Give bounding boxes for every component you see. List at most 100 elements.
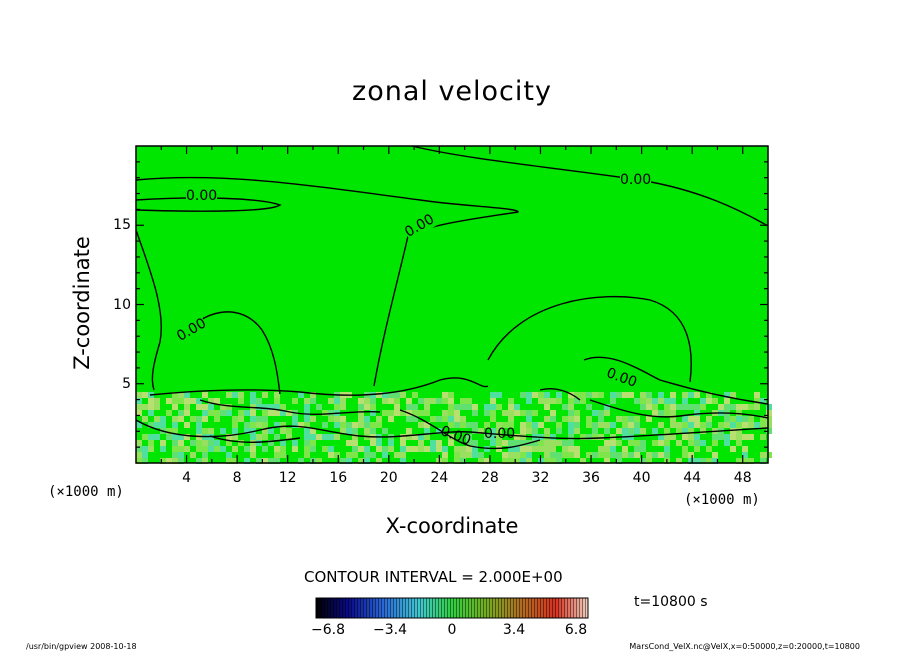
contour-lower-5 xyxy=(589,399,769,419)
field-cell xyxy=(148,404,154,410)
field-cell xyxy=(556,398,562,404)
field-cell xyxy=(526,416,532,422)
field-cell xyxy=(652,428,658,434)
field-cell xyxy=(370,404,376,410)
contour-lower-7 xyxy=(539,388,581,401)
field-cell xyxy=(256,434,262,440)
field-cell xyxy=(724,434,730,440)
field-cell xyxy=(598,392,604,398)
field-cell xyxy=(238,410,244,416)
field-cell xyxy=(142,458,148,464)
field-cell xyxy=(262,434,268,440)
field-cell xyxy=(172,392,178,398)
field-cell xyxy=(460,404,466,410)
field-cell xyxy=(268,440,274,446)
field-cell xyxy=(142,446,148,452)
field-cell xyxy=(304,428,310,434)
field-cell xyxy=(460,416,466,422)
field-cell xyxy=(442,458,448,464)
field-cell xyxy=(574,398,580,404)
field-cell xyxy=(346,452,352,458)
field-cell xyxy=(448,392,454,398)
x-unit-label: (×1000 m) xyxy=(684,492,760,508)
field-cell xyxy=(322,434,328,440)
field-cell xyxy=(352,422,358,428)
x-tick-label: 32 xyxy=(531,470,550,486)
field-cell xyxy=(760,422,766,428)
field-cell xyxy=(688,392,694,398)
field-cell xyxy=(598,422,604,428)
field-cell xyxy=(490,440,496,446)
field-cell xyxy=(754,422,760,428)
field-cell xyxy=(202,392,208,398)
field-cell xyxy=(484,410,490,416)
field-cell xyxy=(340,458,346,464)
field-cell xyxy=(418,446,424,452)
field-cell xyxy=(358,398,364,404)
field-cell xyxy=(466,440,472,446)
field-cell xyxy=(544,428,550,434)
field-cell xyxy=(472,452,478,458)
field-cell xyxy=(382,428,388,434)
field-cell xyxy=(622,446,628,452)
field-cell xyxy=(484,458,490,464)
field-cell xyxy=(562,440,568,446)
field-cell xyxy=(502,410,508,416)
field-cell xyxy=(388,440,394,446)
field-cell xyxy=(274,422,280,428)
contour-lower-4 xyxy=(399,409,541,450)
field-cell xyxy=(658,440,664,446)
field-cell xyxy=(190,416,196,422)
field-cell xyxy=(568,422,574,428)
field-cell xyxy=(592,434,598,440)
field-cell xyxy=(754,398,760,404)
field-cell xyxy=(208,398,214,404)
field-cell xyxy=(280,404,286,410)
field-cell xyxy=(520,410,526,416)
field-cell xyxy=(292,398,298,404)
field-cell xyxy=(766,428,772,434)
field-cell xyxy=(748,458,754,464)
field-cell xyxy=(472,410,478,416)
field-cell xyxy=(436,440,442,446)
field-cell xyxy=(472,446,478,452)
field-cell xyxy=(388,410,394,416)
field-cell xyxy=(766,410,772,416)
field-cell xyxy=(676,458,682,464)
field-cell xyxy=(532,392,538,398)
field-cell xyxy=(496,392,502,398)
field-cell xyxy=(598,416,604,422)
field-cell xyxy=(664,452,670,458)
x-tick-label: 40 xyxy=(632,470,651,486)
field-cell xyxy=(154,434,160,440)
field-cell xyxy=(742,458,748,464)
field-cell xyxy=(508,398,514,404)
field-cell xyxy=(514,440,520,446)
field-cell xyxy=(610,446,616,452)
field-cell xyxy=(502,452,508,458)
field-cell xyxy=(370,440,376,446)
field-cell xyxy=(310,440,316,446)
field-cell xyxy=(640,404,646,410)
field-cell xyxy=(262,416,268,422)
field-cell xyxy=(550,446,556,452)
field-cell xyxy=(646,458,652,464)
field-cell xyxy=(646,392,652,398)
field-cell xyxy=(202,440,208,446)
field-cell xyxy=(154,398,160,404)
field-cell xyxy=(136,446,142,452)
field-cell xyxy=(754,392,760,398)
field-cell xyxy=(370,410,376,416)
field-cell xyxy=(166,434,172,440)
field-cell xyxy=(430,446,436,452)
field-cell xyxy=(640,440,646,446)
field-cell xyxy=(160,458,166,464)
field-cell xyxy=(490,416,496,422)
field-cell xyxy=(178,446,184,452)
field-cell xyxy=(454,452,460,458)
field-cell xyxy=(748,416,754,422)
field-cell xyxy=(484,446,490,452)
field-cell xyxy=(226,458,232,464)
field-cell xyxy=(730,416,736,422)
